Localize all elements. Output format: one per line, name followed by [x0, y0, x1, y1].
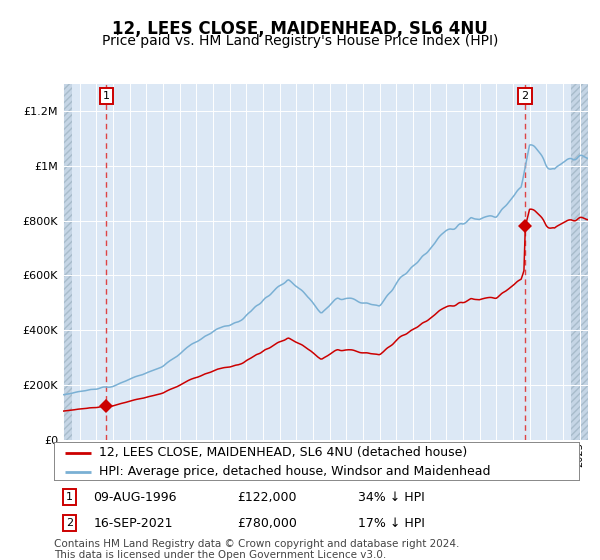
Text: HPI: Average price, detached house, Windsor and Maidenhead: HPI: Average price, detached house, Wind… [98, 465, 490, 478]
Text: Price paid vs. HM Land Registry's House Price Index (HPI): Price paid vs. HM Land Registry's House … [102, 34, 498, 48]
Text: 2: 2 [66, 518, 73, 528]
Text: Contains HM Land Registry data © Crown copyright and database right 2024.
This d: Contains HM Land Registry data © Crown c… [54, 539, 460, 560]
Text: 34% ↓ HPI: 34% ↓ HPI [359, 491, 425, 503]
Text: 1: 1 [103, 91, 110, 101]
Text: 12, LEES CLOSE, MAIDENHEAD, SL6 4NU (detached house): 12, LEES CLOSE, MAIDENHEAD, SL6 4NU (det… [98, 446, 467, 459]
Bar [571, 84, 592, 440]
Bar [63, 84, 72, 440]
Text: 17% ↓ HPI: 17% ↓ HPI [359, 517, 425, 530]
Text: £780,000: £780,000 [238, 517, 298, 530]
Text: 09-AUG-1996: 09-AUG-1996 [94, 491, 177, 503]
Text: 2: 2 [521, 91, 529, 101]
Text: 12, LEES CLOSE, MAIDENHEAD, SL6 4NU: 12, LEES CLOSE, MAIDENHEAD, SL6 4NU [112, 20, 488, 38]
Text: £122,000: £122,000 [238, 491, 297, 503]
Text: 16-SEP-2021: 16-SEP-2021 [94, 517, 173, 530]
Text: 1: 1 [66, 492, 73, 502]
